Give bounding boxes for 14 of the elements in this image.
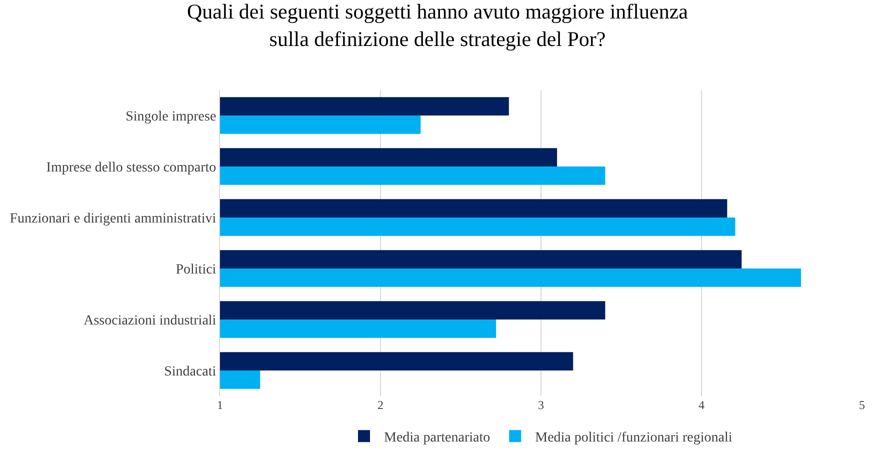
y-tick-label: Politici bbox=[176, 262, 216, 278]
legend-label: Media partenariato bbox=[384, 430, 490, 446]
y-tick-label: Imprese dello stesso comparto bbox=[46, 160, 216, 176]
x-tick-label: 1 bbox=[217, 398, 223, 412]
x-tick-label: 2 bbox=[378, 398, 384, 412]
x-tick-label: 5 bbox=[859, 398, 865, 412]
y-tick-label: Sindacati bbox=[164, 364, 216, 380]
x-tick-label: 3 bbox=[538, 398, 544, 412]
x-tick-label: 4 bbox=[698, 398, 704, 412]
legend-label: Media politici /funzionari regionali bbox=[535, 430, 732, 446]
y-tick-label: Associazioni industriali bbox=[84, 313, 216, 328]
y-tick-label: Funzionari e dirigenti amministrativi bbox=[10, 211, 216, 226]
y-tick-label: Singole imprese bbox=[126, 109, 216, 124]
chart-title: Quali dei seguenti soggetti hanno avuto maggiore influenza sulla definizione delle strategie del Por? bbox=[187, 0, 689, 51]
